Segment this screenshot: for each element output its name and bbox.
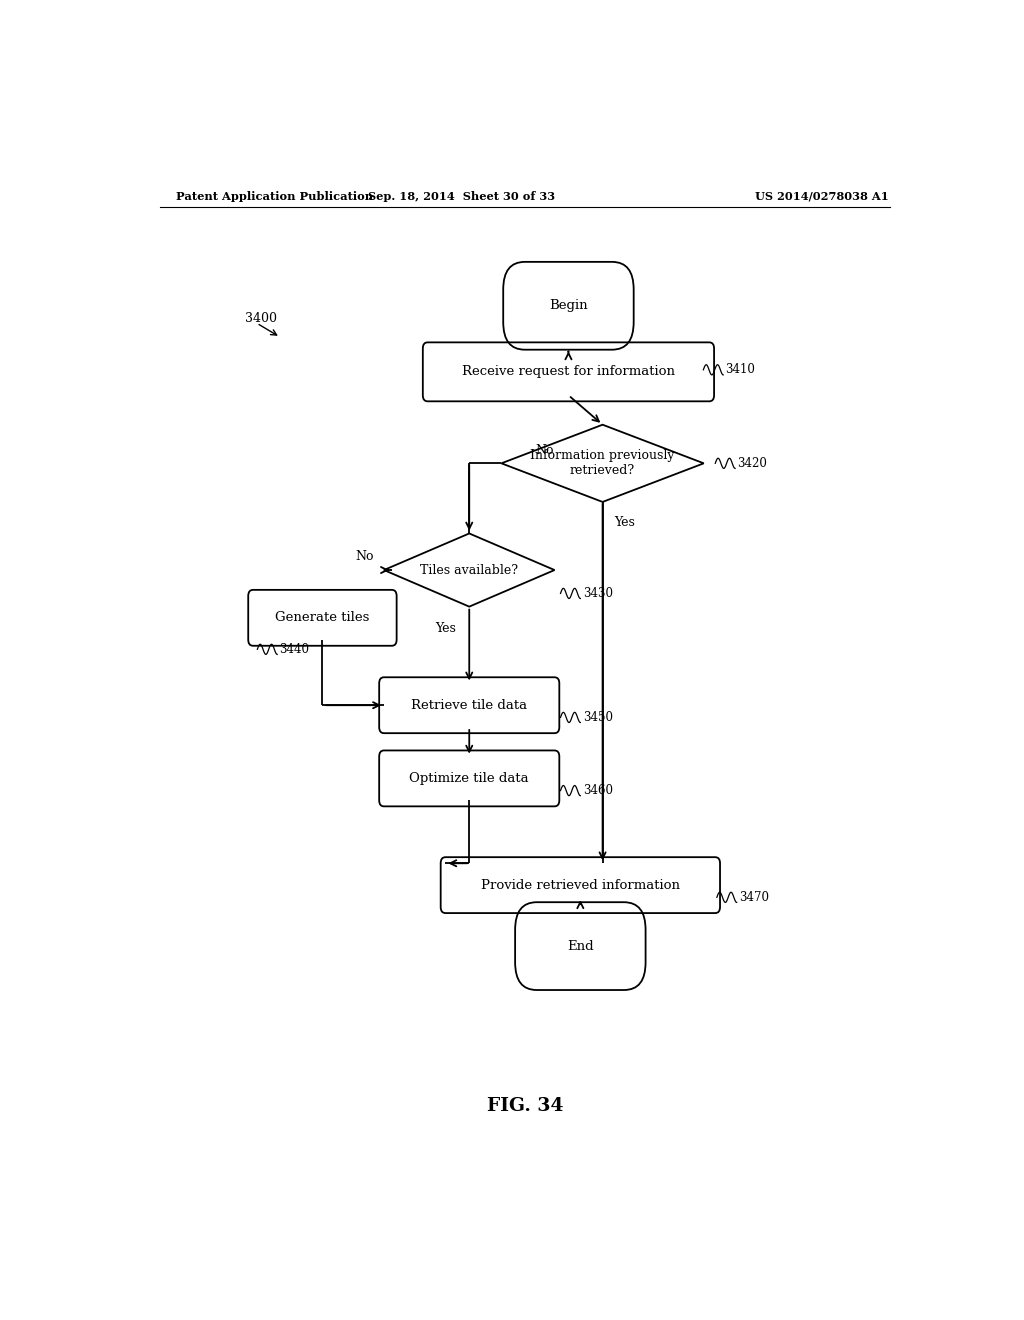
Text: Begin: Begin	[549, 300, 588, 313]
Text: 3420: 3420	[737, 457, 767, 470]
Text: 3410: 3410	[726, 363, 756, 376]
Text: US 2014/0278038 A1: US 2014/0278038 A1	[755, 190, 889, 202]
Text: Information previously
retrieved?: Information previously retrieved?	[530, 449, 675, 478]
Text: Yes: Yes	[614, 516, 635, 529]
Text: FIG. 34: FIG. 34	[486, 1097, 563, 1114]
Text: 3430: 3430	[583, 587, 612, 599]
Text: Generate tiles: Generate tiles	[275, 611, 370, 624]
Text: 3450: 3450	[583, 711, 612, 723]
Text: 3460: 3460	[583, 784, 612, 797]
Text: No: No	[355, 550, 374, 564]
Text: Yes: Yes	[435, 623, 456, 635]
Text: 3470: 3470	[739, 891, 769, 904]
Text: Optimize tile data: Optimize tile data	[410, 772, 529, 785]
Text: No: No	[536, 444, 554, 457]
Text: Sep. 18, 2014  Sheet 30 of 33: Sep. 18, 2014 Sheet 30 of 33	[368, 190, 555, 202]
Text: 3440: 3440	[280, 643, 309, 656]
Text: Provide retrieved information: Provide retrieved information	[481, 879, 680, 891]
Text: Receive request for information: Receive request for information	[462, 366, 675, 379]
Text: Retrieve tile data: Retrieve tile data	[412, 698, 527, 711]
Text: Patent Application Publication: Patent Application Publication	[176, 190, 373, 202]
Text: 3400: 3400	[246, 313, 278, 326]
Text: End: End	[567, 940, 594, 953]
Text: Tiles available?: Tiles available?	[420, 564, 518, 577]
